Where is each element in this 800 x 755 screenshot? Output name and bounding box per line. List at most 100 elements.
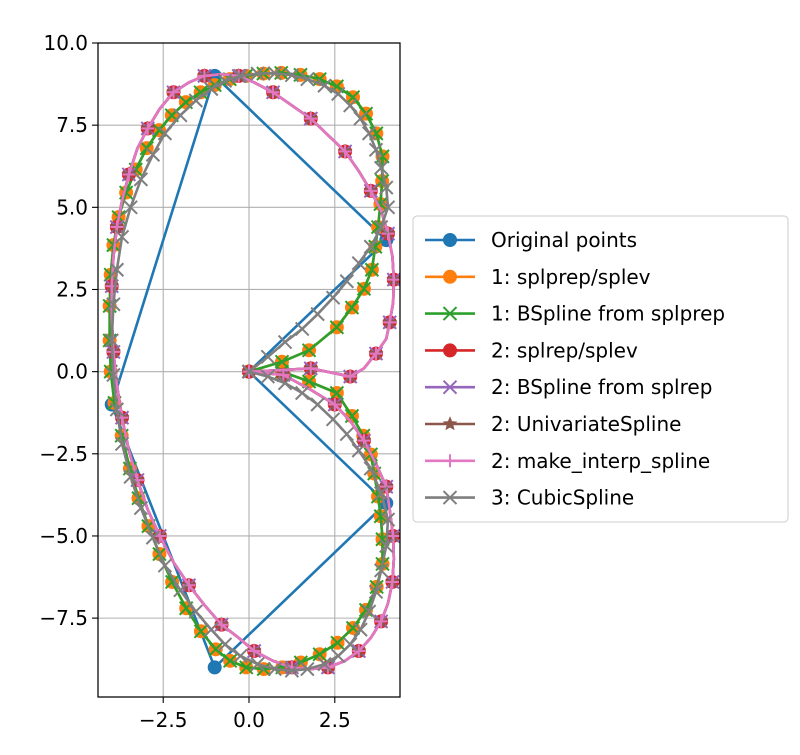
y-tick-label: −5.0: [39, 524, 88, 548]
series-point: [379, 538, 394, 554]
series-point: [368, 239, 383, 254]
legend-marker: [443, 454, 457, 468]
legend-item: Original points: [425, 228, 637, 252]
series-point: [233, 68, 248, 84]
x-tick-label: 2.5: [319, 708, 351, 732]
series-point: [109, 262, 125, 277]
series-point: [373, 160, 389, 176]
series-point: [233, 648, 248, 664]
series-point: [188, 604, 204, 619]
series-point: [385, 575, 399, 589]
x-tick-label: −2.5: [139, 708, 188, 732]
series-point: [330, 635, 345, 650]
legend-item: 2: make_interp_spline: [425, 449, 710, 473]
series-point: [250, 656, 265, 672]
series-point: [374, 614, 388, 628]
series-point: [373, 563, 389, 578]
legend-item: 2: splrep/splev: [425, 338, 638, 362]
series-point: [352, 644, 366, 658]
series-point: [343, 370, 357, 384]
series-point: [380, 512, 396, 527]
series-point: [364, 262, 380, 277]
series-point: [133, 172, 149, 187]
series-point: [301, 343, 317, 358]
series-point: [267, 66, 282, 81]
series-point: [339, 274, 355, 289]
series-point: [344, 408, 360, 424]
series-point: [173, 582, 188, 598]
series-point: [197, 69, 211, 83]
legend-item: 1: BSpline from splprep: [425, 302, 725, 326]
series-point: [310, 306, 325, 322]
series-point: [363, 239, 379, 254]
legend-label: 1: BSpline from splprep: [491, 302, 725, 326]
series-point: [343, 637, 358, 652]
series-point: [304, 112, 318, 126]
series-point: [207, 660, 222, 675]
series-point: [361, 126, 377, 141]
series-point: [122, 167, 136, 181]
series-point: [260, 369, 276, 384]
series-point: [145, 147, 161, 162]
legend-marker: [442, 416, 458, 431]
legend-item: 1: splprep/splev: [425, 265, 651, 289]
series-point: [331, 648, 346, 664]
series-point: [114, 436, 130, 452]
series-point: [368, 142, 384, 158]
series-point: [325, 412, 341, 427]
series-point: [304, 361, 318, 375]
series-point: [351, 443, 367, 458]
series-point: [368, 584, 384, 600]
series-point: [239, 660, 254, 675]
legend-marker: [442, 490, 458, 505]
series-point: [343, 98, 358, 113]
series-point: [356, 281, 372, 297]
series-point: [353, 622, 368, 637]
series-point: [363, 461, 379, 476]
y-tick-label: 5.0: [56, 195, 88, 219]
x-tick-label: 0.0: [233, 708, 265, 732]
series-point: [331, 86, 346, 102]
series-point: [294, 385, 310, 401]
series-point: [383, 315, 397, 329]
series-point: [284, 663, 300, 678]
series-point: [380, 200, 396, 215]
series-point: [106, 297, 121, 312]
legend-label: 2: make_interp_spline: [491, 449, 710, 473]
y-tick-label: −7.5: [39, 606, 88, 630]
series-point: [310, 397, 325, 412]
series-point: [114, 229, 130, 245]
legend-marker: [443, 269, 457, 284]
plot-series: [102, 65, 400, 678]
series-point: [344, 300, 360, 315]
legend-marker: [442, 306, 458, 321]
series-point: [325, 290, 341, 305]
series-point: [106, 367, 121, 383]
y-tick-label: 7.5: [56, 113, 88, 137]
series-point: [133, 500, 149, 516]
legend-item: 2: BSpline from splrep: [425, 375, 712, 399]
legend-marker: [442, 379, 458, 395]
series-point: [217, 73, 233, 89]
series-point: [379, 480, 393, 494]
y-tick-label: −2.5: [39, 442, 88, 466]
series-point: [157, 126, 173, 141]
y-axis-ticks: 10.0 7.5 5.0 2.5 0.0 −2.5 −5.0 −7.5: [39, 31, 98, 630]
series-point: [247, 644, 261, 658]
legend-item: 3: CubicSpline: [425, 486, 634, 510]
legend-item: 2: UnivariateSpline: [425, 412, 681, 436]
series-point: [123, 469, 138, 485]
series-point: [361, 604, 377, 619]
series-point: [312, 647, 327, 662]
legend-label: 2: BSpline from splrep: [491, 375, 712, 399]
series-point: [141, 121, 155, 135]
series-point: [276, 368, 290, 382]
series-point: [364, 184, 378, 198]
series-point: [351, 255, 367, 271]
series-point: [338, 144, 352, 158]
legend: Original points 1: splprep/splev 1: BSplin…: [412, 215, 789, 523]
legend-label: 3: CubicSpline: [491, 486, 634, 510]
series-point: [222, 653, 238, 669]
y-tick-label: 10.0: [43, 31, 88, 55]
